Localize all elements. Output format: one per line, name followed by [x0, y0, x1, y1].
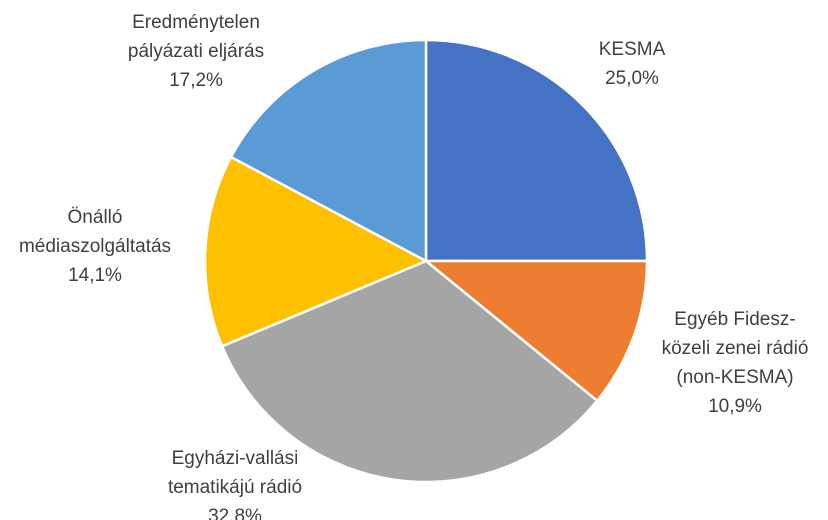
slice-value-label: 25,0%	[605, 68, 659, 89]
slice-value-label: 14,1%	[68, 265, 122, 286]
slice-label: közeli zenei rádió	[662, 338, 809, 359]
slice-label: (non-KESMA)	[676, 367, 793, 388]
slice-label: tematikájú rádió	[168, 477, 302, 498]
slice-value-label: 10,9%	[708, 396, 762, 417]
slice-label: Egyéb Fidesz-	[674, 309, 795, 330]
pie-slice	[424, 259, 649, 403]
slice-label: pályázati eljárás	[128, 41, 264, 62]
pie-slice	[220, 259, 599, 484]
slice-value-label: 17,2%	[169, 70, 223, 91]
slice-label: Egyházi-vallási	[172, 448, 299, 469]
pie-slice	[203, 155, 428, 348]
slice-value-label: 32,8%	[208, 506, 262, 520]
pie-slice	[229, 38, 428, 263]
pie-slice	[424, 38, 649, 263]
slice-label: Önálló	[68, 207, 123, 228]
slice-label: Eredménytelen	[132, 12, 260, 33]
slice-label: KESMA	[599, 39, 666, 60]
slice-label: médiaszolgáltatás	[19, 236, 171, 257]
